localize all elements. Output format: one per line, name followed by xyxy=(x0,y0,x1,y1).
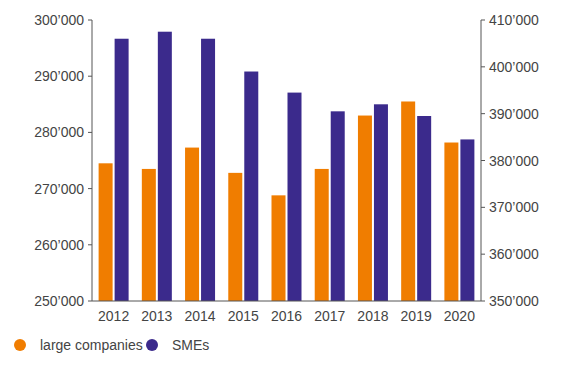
x-tick-label: 2014 xyxy=(184,308,215,324)
y-tick-label: 300’000 xyxy=(34,12,84,28)
bar xyxy=(358,116,372,301)
x-tick-label: 2015 xyxy=(228,308,259,324)
y2-tick-label: 380’000 xyxy=(489,153,539,169)
y-tick-label: 290’000 xyxy=(34,68,84,84)
x-axis-line xyxy=(92,301,481,302)
bar xyxy=(228,173,242,301)
bar xyxy=(244,72,258,301)
y2-tick xyxy=(481,207,485,208)
bar xyxy=(444,143,458,301)
y-tick-label: 270’000 xyxy=(34,181,84,197)
bars xyxy=(99,32,475,301)
y2-tick-label: 370’000 xyxy=(489,199,539,215)
y-tick xyxy=(88,20,92,21)
bar xyxy=(99,163,113,301)
bar xyxy=(460,139,474,301)
bar xyxy=(201,39,215,301)
y-tick xyxy=(88,76,92,77)
x-tick-label: 2018 xyxy=(357,308,388,324)
x-tick-label: 2016 xyxy=(271,308,302,324)
x-tick-label: 2012 xyxy=(98,308,129,324)
bar xyxy=(272,195,286,301)
bar xyxy=(331,111,345,301)
bar xyxy=(374,104,388,301)
bar xyxy=(417,116,431,301)
y2-tick xyxy=(481,113,485,114)
bar xyxy=(185,148,199,301)
y2-tick xyxy=(481,20,485,21)
y2-tick-label: 410’000 xyxy=(489,12,539,28)
bar xyxy=(142,169,156,301)
bar xyxy=(288,93,302,301)
y2-tick-label: 400’000 xyxy=(489,59,539,75)
bar xyxy=(315,169,329,301)
y2-tick xyxy=(481,254,485,255)
y2-tick-label: 390’000 xyxy=(489,106,539,122)
y-tick xyxy=(88,244,92,245)
y-tick xyxy=(88,132,92,133)
y2-tick-label: 360’000 xyxy=(489,246,539,262)
y2-tick xyxy=(481,66,485,67)
bar xyxy=(158,32,172,301)
legend-swatch xyxy=(14,339,26,351)
y-tick-label: 250’000 xyxy=(34,293,84,309)
y2-tick xyxy=(481,301,485,302)
y2-tick xyxy=(481,160,485,161)
legend-swatch xyxy=(146,339,158,351)
bar xyxy=(115,39,129,301)
y-tick-label: 280’000 xyxy=(34,124,84,140)
x-tick-label: 2020 xyxy=(444,308,475,324)
chart: 250’000 260’000 270’000 280’000 290’000 300’0… xyxy=(0,0,570,376)
y-tick xyxy=(88,188,92,189)
legend-label: large companies xyxy=(40,337,143,353)
x-tick-label: 2013 xyxy=(141,308,172,324)
x-tick-label: 2017 xyxy=(314,308,345,324)
y-tick xyxy=(88,301,92,302)
y-tick-label: 260’000 xyxy=(34,237,84,253)
y-axis-line xyxy=(92,20,93,301)
x-tick-label: 2019 xyxy=(401,308,432,324)
legend-label: SMEs xyxy=(172,337,209,353)
y2-tick-label: 350’000 xyxy=(489,293,539,309)
bar xyxy=(401,101,415,301)
